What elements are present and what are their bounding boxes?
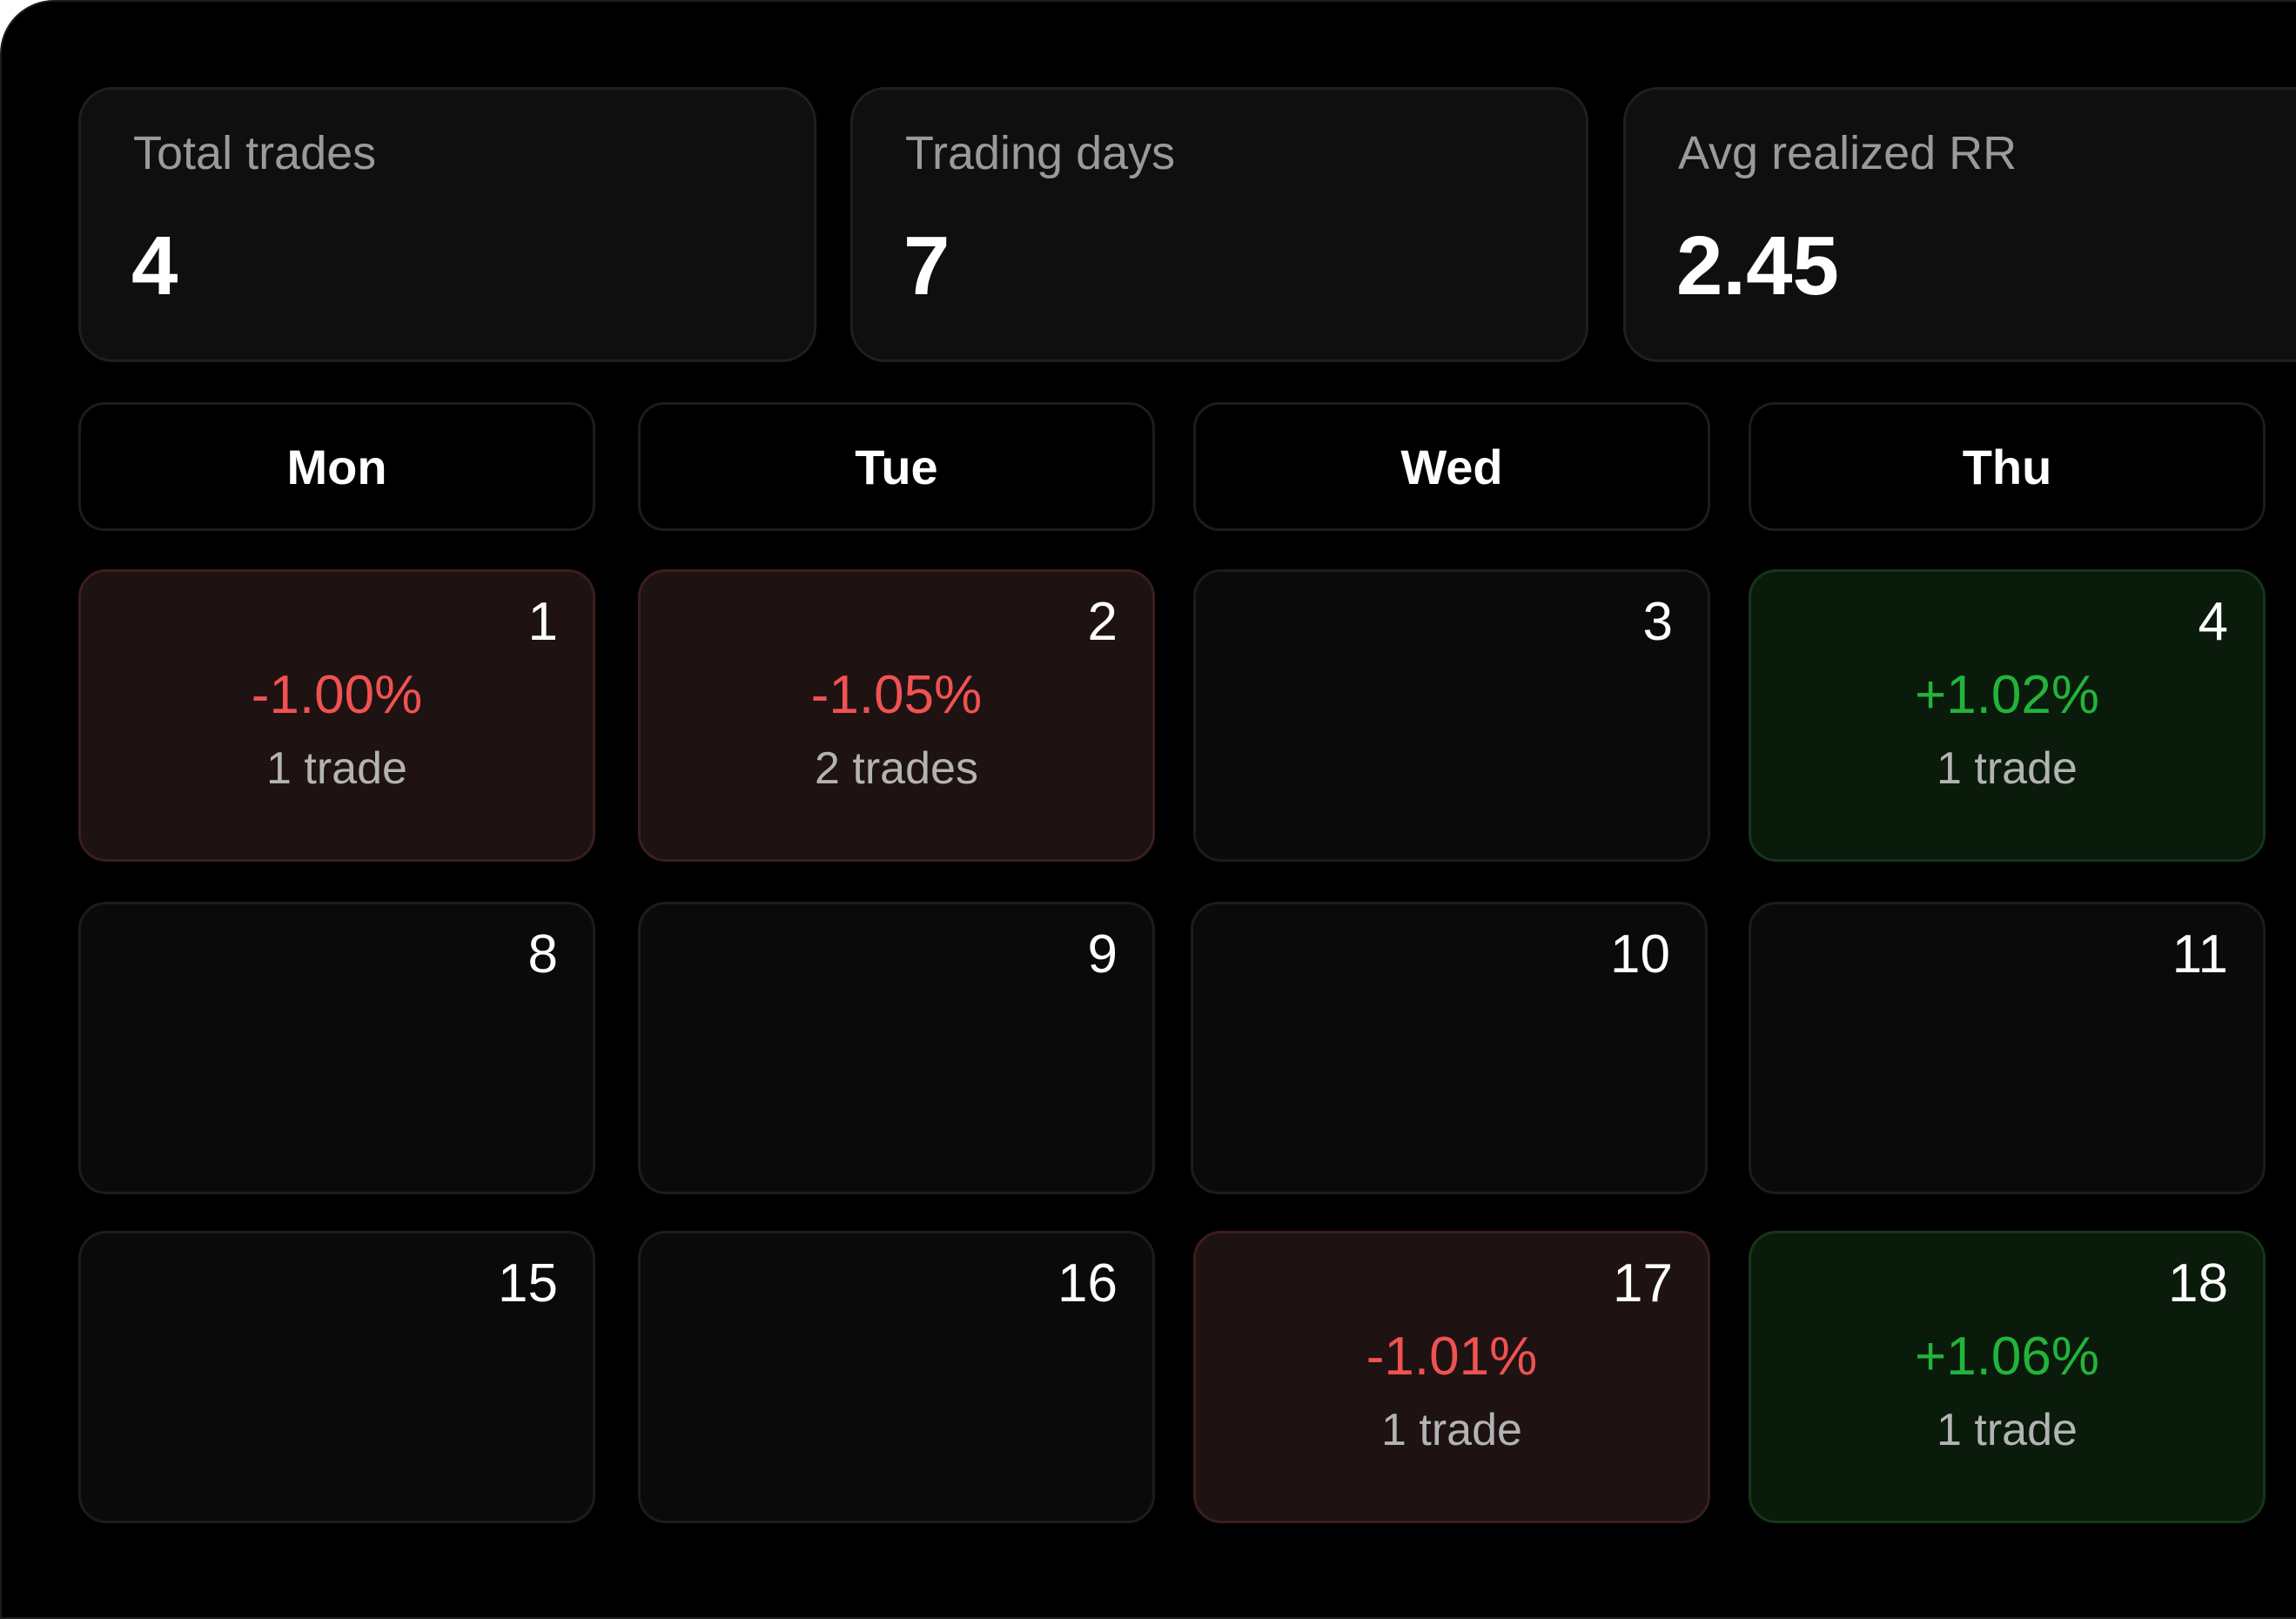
day-trade-count: 1 trade [266,743,407,794]
day-pnl-percent: -1.00% [251,665,423,725]
calendar-day-18[interactable]: 18 +1.06% 1 trade [1749,1231,2266,1523]
stat-value: 2.45 [1676,219,1839,312]
day-pnl-percent: -1.01% [1366,1327,1538,1387]
day-pnl-percent: -1.05% [810,665,983,725]
day-trade-count: 1 trade [1381,1405,1522,1455]
day-number: 18 [2168,1253,2228,1313]
calendar-day-4[interactable]: 4 +1.02% 1 trade [1749,569,2266,862]
day-number: 16 [1057,1253,1118,1313]
calendar-day-9[interactable]: 9 [638,902,1155,1194]
day-trade-count: 2 trades [815,743,978,794]
day-number: 1 [527,592,558,652]
stat-label: Total trades [133,127,377,179]
calendar-day-11[interactable]: 11 [1749,902,2266,1194]
stat-label: Trading days [905,127,1176,179]
weekday-header-thu: Thu [1749,402,2266,531]
stat-card-total-trades: Total trades 4 [78,87,816,362]
stat-card-avg-realized-rr: Avg realized RR 2.45 [1623,87,2296,362]
day-number: 3 [1642,592,1673,652]
calendar-day-1[interactable]: 1 -1.00% 1 trade [78,569,595,862]
day-number: 15 [498,1253,558,1313]
day-pnl-percent: +1.02% [1914,665,2099,725]
day-number: 17 [1613,1253,1673,1313]
calendar-day-8[interactable]: 8 [78,902,595,1194]
weekday-header-tue: Tue [638,402,1155,531]
stat-value: 4 [131,219,178,312]
stat-value: 7 [903,219,950,312]
stat-label: Avg realized RR [1678,127,2017,179]
stat-card-trading-days: Trading days 7 [850,87,1588,362]
calendar-day-10[interactable]: 10 [1191,902,1708,1194]
day-trade-count: 1 trade [1937,1405,2078,1455]
calendar-day-3[interactable]: 3 [1193,569,1710,862]
day-number: 8 [527,924,558,984]
day-number: 10 [1610,924,1670,984]
day-number: 11 [2172,924,2228,984]
calendar-day-15[interactable]: 15 [78,1231,595,1523]
day-number: 4 [2198,592,2228,652]
calendar-day-16[interactable]: 16 [638,1231,1155,1523]
day-number: 9 [1087,924,1118,984]
day-trade-count: 1 trade [1937,743,2078,794]
weekday-header-mon: Mon [78,402,595,531]
calendar-day-17[interactable]: 17 -1.01% 1 trade [1193,1231,1710,1523]
weekday-header-wed: Wed [1193,402,1710,531]
calendar-day-2[interactable]: 2 -1.05% 2 trades [638,569,1155,862]
day-pnl-percent: +1.06% [1914,1327,2099,1387]
day-number: 2 [1087,592,1118,652]
